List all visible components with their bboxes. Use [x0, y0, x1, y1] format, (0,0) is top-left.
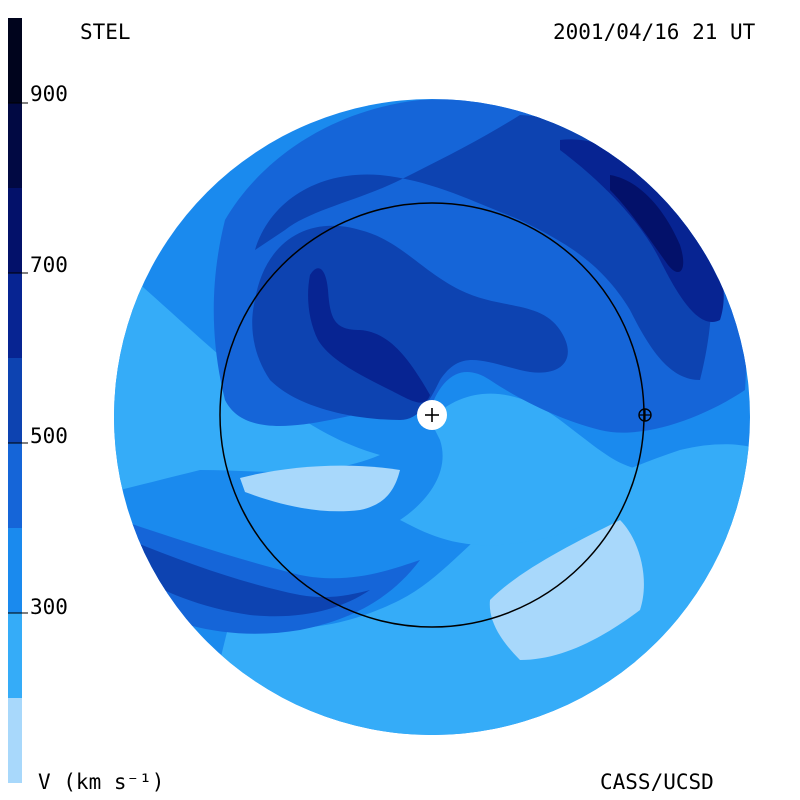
instrument-label: STEL [80, 20, 131, 44]
colorbar-tick-label-700: 700 [30, 253, 68, 277]
colorbar-band-100-200 [8, 698, 22, 783]
contour-upper-right-peak [610, 175, 684, 273]
colorbar-unit-label: V (km s⁻¹) [38, 770, 165, 794]
contour-core-arc [252, 225, 568, 420]
colorbar-tick-label-900: 900 [30, 82, 68, 106]
timestamp-label: 2001/04/16 21 UT [553, 20, 756, 44]
colorbar-band-900-1000 [8, 18, 22, 103]
colorbar-band-700-800 [8, 188, 22, 273]
contour-upper-dark [255, 115, 712, 380]
colorbar-band-400-500 [8, 443, 22, 528]
colorbar-band-300-400 [8, 528, 22, 613]
colorbar-tick-label-500: 500 [30, 424, 68, 448]
contour-left-lightest [240, 465, 400, 512]
sun-marker [417, 400, 447, 430]
colorbar-band-800-900 [8, 103, 22, 188]
colorbar-band-200-300 [8, 613, 22, 698]
contour-bottom-lightest [489, 520, 644, 660]
contour-left-dark-band [130, 540, 370, 617]
colorbar-band-600-700 [8, 273, 22, 358]
contour-center-light-spiral [400, 393, 650, 546]
contour-upper-right-core [560, 139, 724, 322]
colorbar [8, 18, 28, 783]
earth-marker [638, 408, 652, 422]
colorbar-band-500-600 [8, 358, 22, 443]
colorbar-tick-label-300: 300 [30, 595, 68, 619]
contour-lower-left-band [120, 520, 420, 634]
contour-core [308, 268, 430, 403]
credit-label: CASS/UCSD [600, 770, 714, 794]
